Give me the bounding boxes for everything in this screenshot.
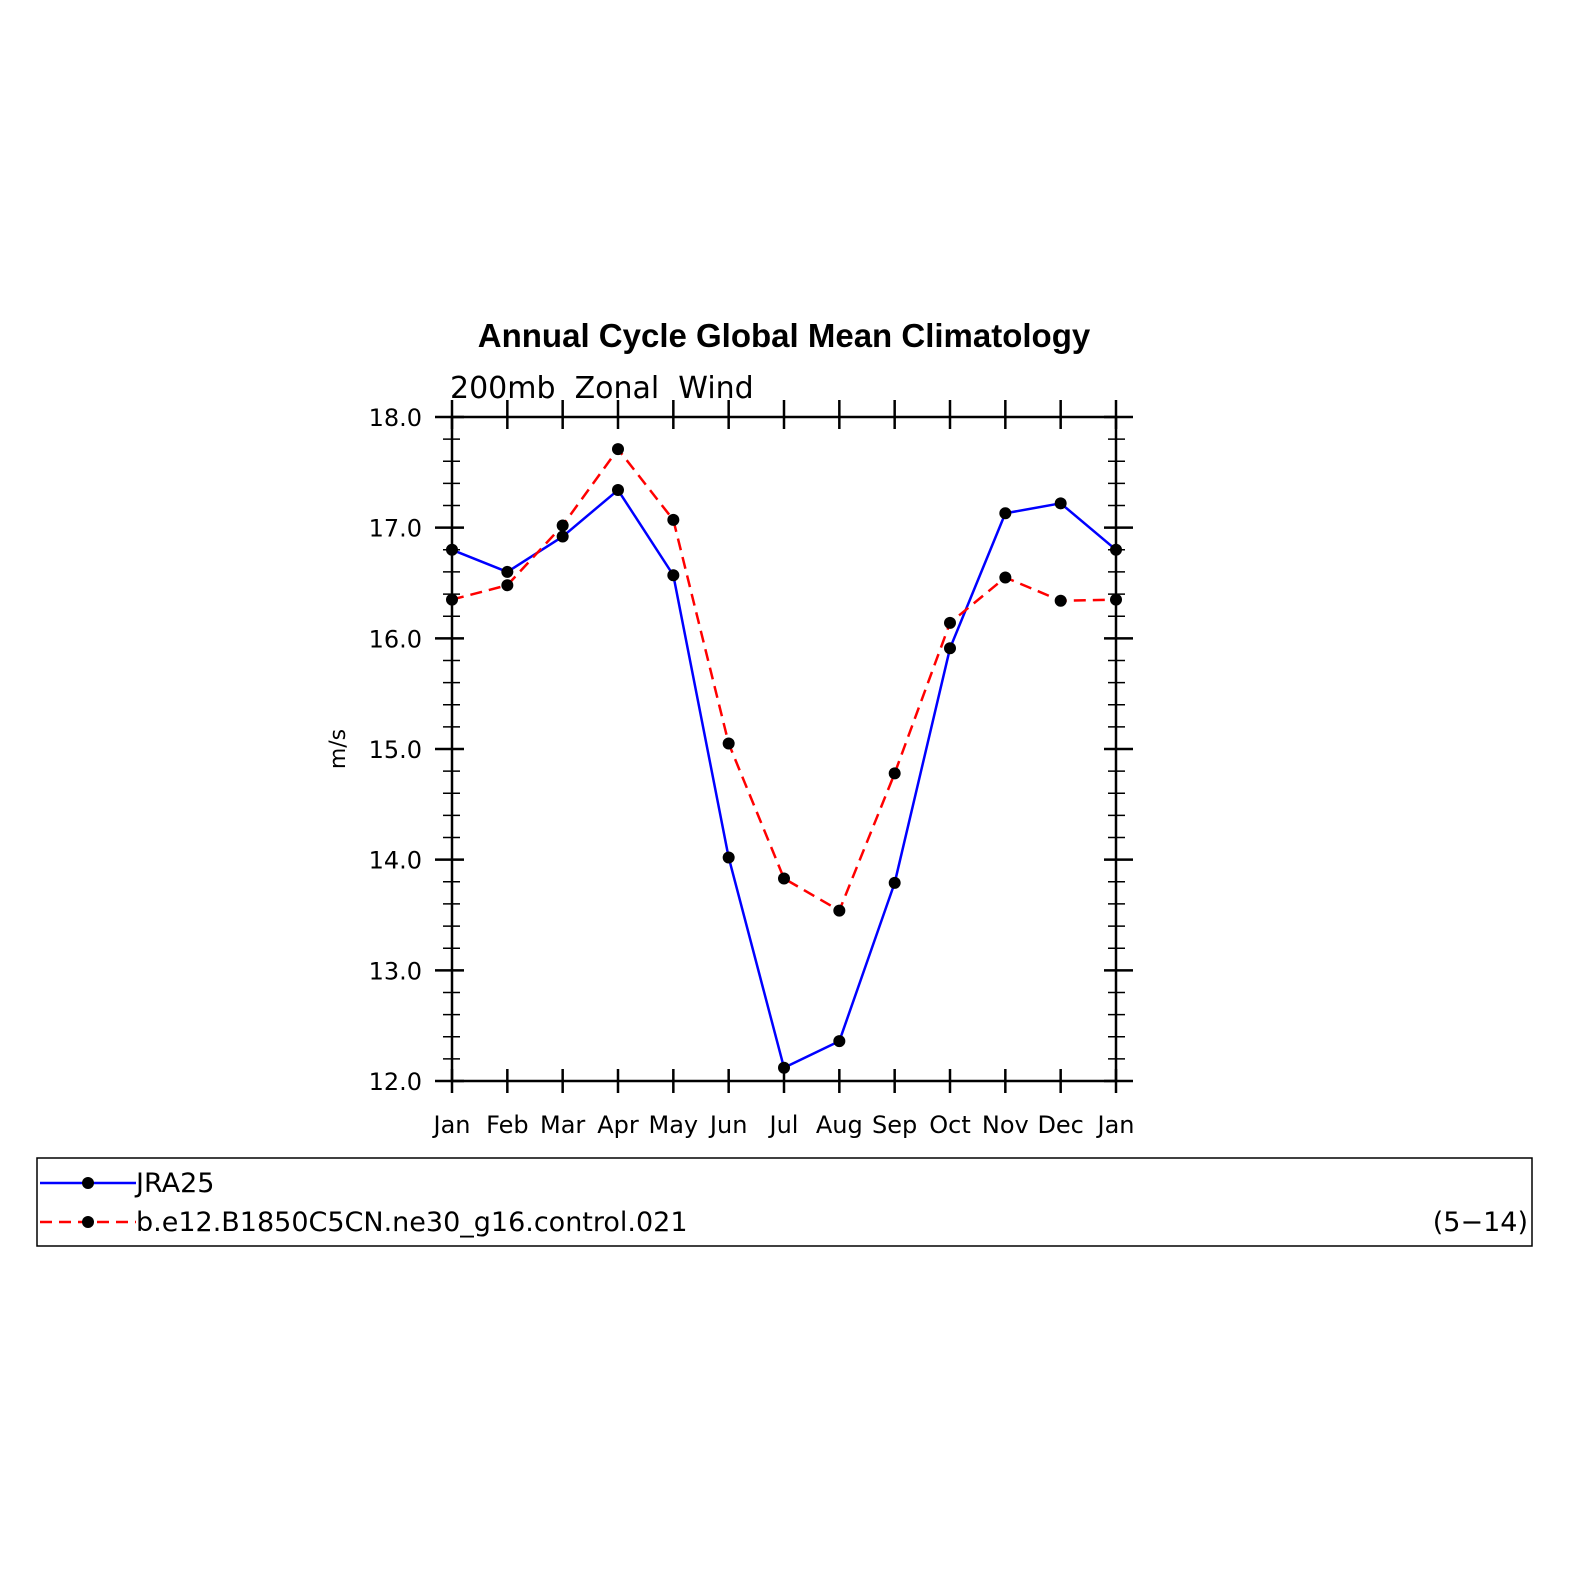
series-0-point: [501, 565, 514, 578]
series-1-point: [944, 616, 956, 629]
series-0-point: [888, 876, 901, 889]
x-tick-label: Feb: [486, 1111, 529, 1139]
series-0-point: [556, 530, 569, 543]
series-1-point: [446, 593, 458, 606]
axes: Jan Feb Mar Apr May Jun Jul Aug Sep Oct Nov Dec Jan 1…: [369, 400, 1135, 1139]
series-0-point: [778, 1061, 790, 1074]
series-1-point: [667, 513, 680, 526]
y-axis-label: m/s: [326, 729, 351, 769]
legend-box: [36, 1157, 1533, 1247]
series-0-point: [722, 851, 735, 864]
y-tick-label: 12.0: [369, 1068, 422, 1096]
legend-note: (5−14): [1433, 1207, 1528, 1238]
legend-marker-jra25: [82, 1177, 94, 1189]
series-line-1: [451, 447, 1117, 912]
x-tick-label: May: [649, 1111, 699, 1139]
x-tick-label: Jul: [768, 1111, 799, 1139]
x-tick-label: Nov: [982, 1111, 1029, 1139]
data-markers: [446, 443, 1122, 1074]
series-0-point: [446, 543, 458, 556]
plot-frame: [450, 415, 1118, 1083]
y-tick-label: 17.0: [369, 515, 422, 543]
y-tick-label: 16.0: [369, 625, 422, 653]
legend: JRA25 b.e12.B1850C5CN.ne30_g16.control.0…: [36, 1157, 1533, 1247]
x-tick-label: Oct: [929, 1111, 971, 1139]
legend-marker-model: [82, 1216, 94, 1228]
x-tick-label: Jun: [708, 1111, 748, 1139]
series-lines: [451, 447, 1117, 1069]
series-0-point: [944, 642, 956, 655]
x-tick-label: Jan: [1096, 1111, 1135, 1139]
chart-title: Annual Cycle Global Mean Climatology: [478, 317, 1091, 354]
legend-label-model: b.e12.B1850C5CN.ne30_g16.control.021: [136, 1207, 688, 1238]
series-1-point: [556, 519, 569, 532]
series-1-point: [778, 872, 790, 885]
series-0-point: [999, 507, 1012, 520]
y-tick-label: 13.0: [369, 957, 422, 985]
series-1-point: [888, 767, 901, 780]
x-tick-label: Dec: [1037, 1111, 1083, 1139]
series-1-point: [501, 579, 514, 592]
y-tick-label: 18.0: [369, 404, 422, 432]
series-0-point: [1054, 497, 1067, 510]
series-line-0: [451, 488, 1117, 1069]
series-1-point: [1054, 594, 1067, 607]
series-0-point: [833, 1035, 846, 1048]
series-1-point: [1110, 593, 1122, 606]
x-tick-label: Sep: [872, 1111, 917, 1139]
y-tick-label: 15.0: [369, 736, 422, 764]
series-0-point: [1110, 543, 1122, 556]
chart-subtitle: 200mb Zonal Wind: [450, 371, 754, 406]
x-tick-label: Jan: [432, 1111, 471, 1139]
series-1-point: [833, 904, 846, 917]
x-tick-label: Apr: [597, 1111, 639, 1139]
series-1-point: [612, 443, 624, 456]
legend-label-jra25: JRA25: [134, 1168, 214, 1199]
series-1-point: [722, 737, 735, 750]
y-tick-label: 14.0: [369, 847, 422, 875]
x-tick-label: Mar: [540, 1111, 585, 1139]
x-tick-label: Aug: [816, 1111, 863, 1139]
series-0-point: [667, 569, 680, 582]
series-0-point: [612, 484, 624, 497]
series-1-point: [999, 571, 1012, 584]
